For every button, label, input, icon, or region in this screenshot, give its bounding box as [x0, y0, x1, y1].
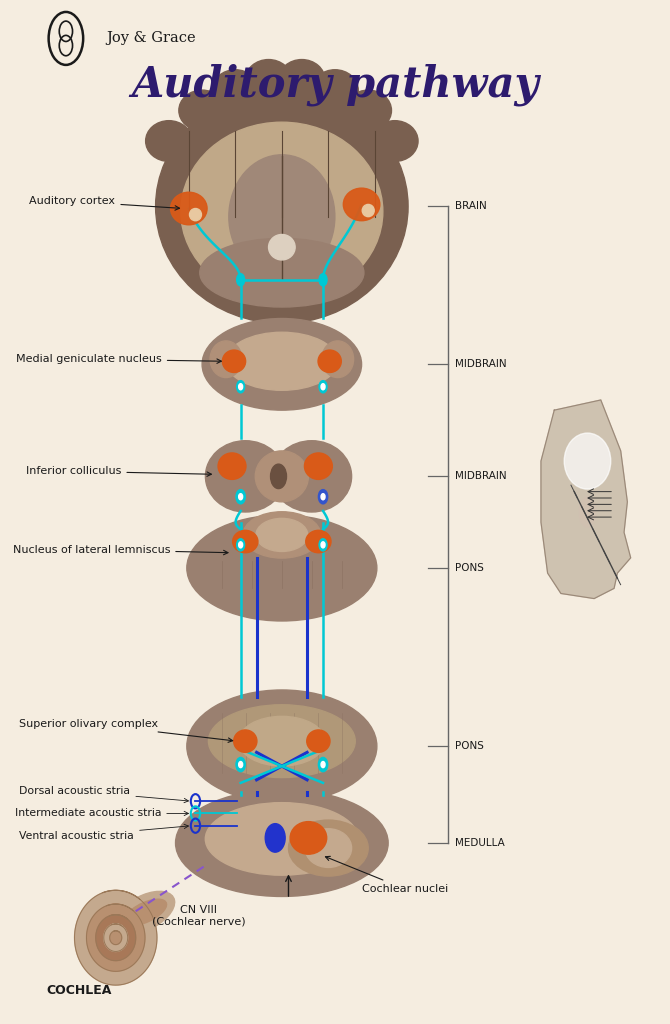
Ellipse shape	[256, 518, 308, 552]
Ellipse shape	[234, 730, 257, 753]
Ellipse shape	[176, 790, 388, 896]
Text: PONS: PONS	[455, 741, 484, 752]
Ellipse shape	[272, 440, 352, 512]
Circle shape	[239, 542, 243, 548]
Text: MIDBRAIN: MIDBRAIN	[455, 359, 507, 370]
Ellipse shape	[218, 453, 246, 479]
Ellipse shape	[322, 341, 354, 378]
Ellipse shape	[343, 188, 380, 221]
Circle shape	[318, 489, 328, 504]
Circle shape	[237, 381, 245, 393]
Circle shape	[236, 758, 245, 772]
Ellipse shape	[290, 821, 327, 854]
Circle shape	[239, 762, 243, 768]
Circle shape	[236, 489, 245, 504]
Ellipse shape	[279, 59, 325, 100]
Ellipse shape	[304, 453, 332, 479]
Text: Intermediate acoustic stria: Intermediate acoustic stria	[15, 809, 188, 818]
Text: Medial geniculate nucleus: Medial geniculate nucleus	[16, 354, 221, 365]
Text: Auditory pathway: Auditory pathway	[131, 63, 539, 105]
Text: Auditory cortex: Auditory cortex	[29, 197, 180, 210]
Ellipse shape	[200, 239, 364, 307]
Ellipse shape	[179, 90, 225, 131]
Text: Joy & Grace: Joy & Grace	[106, 32, 196, 45]
Ellipse shape	[245, 59, 292, 100]
Text: CN VIII
(Cochlear nerve): CN VIII (Cochlear nerve)	[152, 905, 246, 927]
Ellipse shape	[229, 155, 335, 279]
Ellipse shape	[255, 451, 308, 502]
Ellipse shape	[226, 332, 338, 390]
Text: Inferior colliculus: Inferior colliculus	[26, 466, 211, 476]
Circle shape	[321, 494, 325, 500]
Polygon shape	[74, 890, 157, 985]
Ellipse shape	[307, 730, 330, 753]
Ellipse shape	[564, 433, 611, 489]
Circle shape	[239, 494, 243, 500]
Ellipse shape	[212, 70, 259, 111]
Circle shape	[319, 273, 327, 286]
Ellipse shape	[202, 318, 362, 411]
Ellipse shape	[269, 234, 295, 260]
Circle shape	[237, 539, 245, 551]
Text: PONS: PONS	[455, 563, 484, 573]
Text: MIDBRAIN: MIDBRAIN	[455, 471, 507, 481]
Ellipse shape	[265, 823, 285, 852]
Text: MEDULLA: MEDULLA	[455, 838, 505, 848]
Ellipse shape	[345, 90, 391, 131]
Text: COCHLEA: COCHLEA	[46, 984, 112, 997]
Ellipse shape	[243, 512, 321, 558]
Text: Dorsal acoustic stria: Dorsal acoustic stria	[19, 786, 188, 803]
Circle shape	[237, 273, 245, 286]
Polygon shape	[110, 931, 122, 944]
Circle shape	[318, 758, 328, 772]
Ellipse shape	[187, 515, 377, 621]
Circle shape	[239, 384, 243, 390]
Circle shape	[319, 381, 327, 393]
Ellipse shape	[208, 705, 355, 777]
Ellipse shape	[312, 70, 358, 111]
Ellipse shape	[305, 828, 352, 867]
Ellipse shape	[171, 193, 207, 225]
Polygon shape	[96, 914, 135, 961]
Ellipse shape	[210, 341, 242, 378]
Circle shape	[321, 542, 325, 548]
Ellipse shape	[155, 90, 408, 324]
Ellipse shape	[232, 530, 258, 553]
Polygon shape	[104, 924, 128, 951]
Ellipse shape	[187, 690, 377, 803]
Ellipse shape	[362, 205, 375, 217]
Polygon shape	[86, 904, 145, 972]
Text: Ventral acoustic stria: Ventral acoustic stria	[19, 824, 188, 841]
Circle shape	[321, 384, 325, 390]
Ellipse shape	[145, 121, 192, 162]
Ellipse shape	[318, 350, 341, 373]
Ellipse shape	[117, 891, 175, 933]
Ellipse shape	[190, 209, 202, 221]
Ellipse shape	[289, 820, 368, 877]
Ellipse shape	[306, 530, 331, 553]
Ellipse shape	[239, 717, 325, 766]
Text: Superior olivary complex: Superior olivary complex	[19, 719, 232, 742]
Circle shape	[271, 464, 287, 488]
Ellipse shape	[222, 350, 246, 373]
Ellipse shape	[372, 121, 418, 162]
Text: Nucleus of lateral lemniscus: Nucleus of lateral lemniscus	[13, 545, 228, 555]
Circle shape	[321, 762, 325, 768]
Text: BRAIN: BRAIN	[455, 202, 486, 212]
Polygon shape	[541, 400, 630, 599]
Ellipse shape	[205, 803, 358, 876]
Ellipse shape	[181, 122, 383, 301]
Ellipse shape	[206, 440, 285, 512]
Ellipse shape	[125, 899, 167, 926]
Text: Cochlear nuclei: Cochlear nuclei	[326, 856, 448, 894]
Ellipse shape	[579, 497, 596, 527]
Circle shape	[319, 539, 327, 551]
